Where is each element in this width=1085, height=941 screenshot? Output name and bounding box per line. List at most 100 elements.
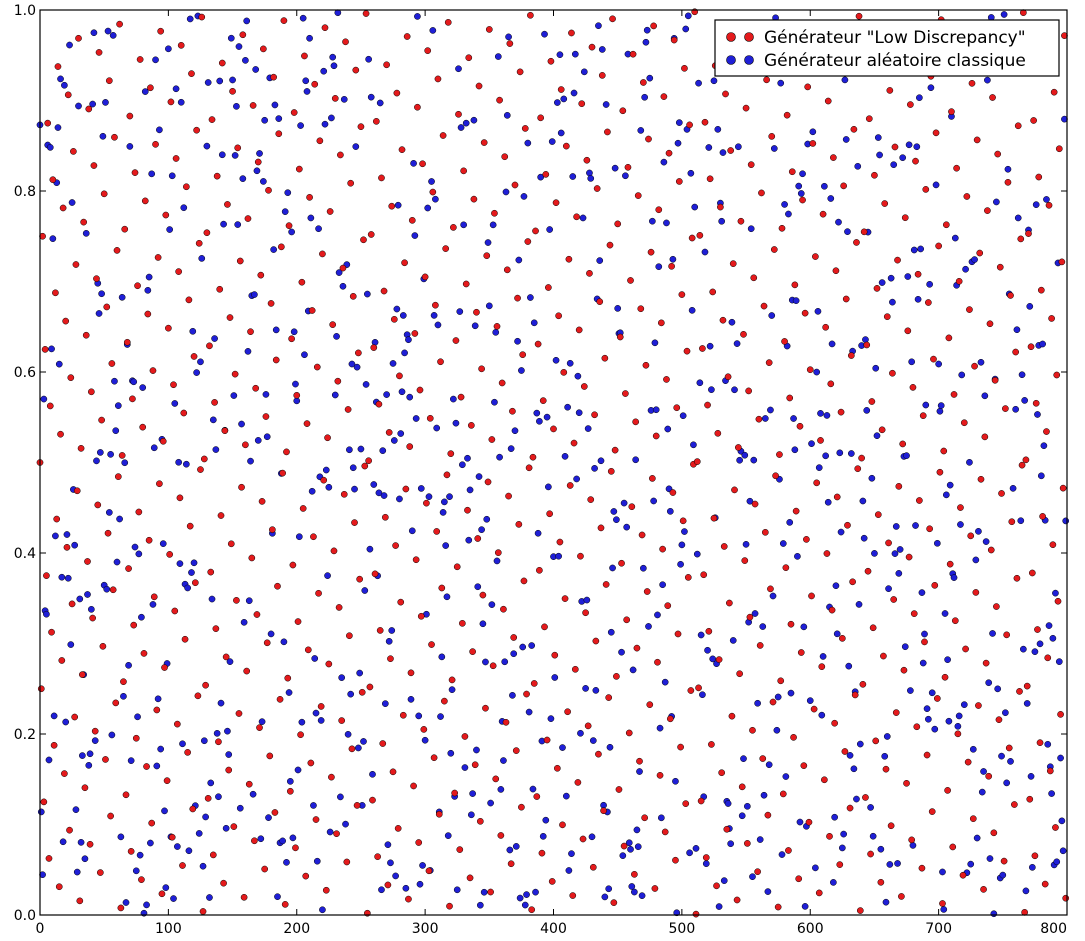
point-random: [927, 84, 935, 92]
point-random: [346, 446, 353, 454]
point-low-discrepancy: [122, 791, 130, 799]
point-low-discrepancy: [114, 473, 122, 480]
point-low-discrepancy: [417, 612, 425, 620]
point-random: [697, 631, 705, 639]
point-low-discrepancy: [360, 236, 367, 244]
point-random: [488, 601, 496, 608]
point-low-discrepancy: [629, 50, 637, 58]
point-random: [340, 96, 348, 103]
point-random: [940, 906, 948, 913]
point-random: [141, 88, 149, 95]
point-low-discrepancy: [532, 227, 539, 235]
point-low-discrepancy: [470, 195, 478, 203]
point-random: [324, 572, 331, 579]
point-random: [957, 521, 964, 528]
point-low-discrepancy: [951, 617, 959, 625]
point-random: [972, 556, 980, 564]
point-random: [605, 885, 613, 893]
point-random: [891, 550, 899, 557]
point-random: [541, 30, 548, 38]
point-low-discrepancy: [421, 273, 429, 281]
point-random: [1028, 864, 1036, 871]
point-low-discrepancy: [414, 103, 421, 111]
point-low-discrepancy: [252, 384, 260, 392]
point-low-discrepancy: [850, 125, 858, 133]
point-random: [102, 99, 109, 106]
point-random: [317, 717, 325, 724]
point-low-discrepancy: [131, 169, 139, 176]
point-random: [896, 546, 904, 553]
point-low-discrepancy: [162, 211, 170, 219]
point-low-discrepancy: [1035, 173, 1043, 181]
point-random: [688, 306, 696, 314]
point-random: [111, 377, 118, 385]
point-low-discrepancy: [836, 861, 844, 868]
point-low-discrepancy: [347, 179, 355, 187]
point-low-discrepancy: [429, 188, 437, 196]
point-random: [73, 868, 81, 876]
point-random: [446, 493, 453, 501]
point-low-discrepancy: [204, 794, 212, 802]
point-low-discrepancy: [161, 664, 168, 671]
point-low-discrepancy: [123, 338, 131, 346]
point-low-discrepancy: [257, 271, 265, 279]
point-low-discrepancy: [633, 644, 641, 652]
point-random: [257, 835, 265, 843]
point-low-discrepancy: [755, 415, 763, 423]
point-low-discrepancy: [515, 521, 523, 528]
point-random: [520, 193, 528, 200]
point-random: [442, 542, 450, 549]
point-random: [394, 201, 402, 209]
point-random: [759, 623, 767, 630]
point-low-discrepancy: [55, 883, 63, 891]
point-random: [180, 204, 188, 212]
point-low-discrepancy: [299, 505, 307, 512]
point-low-discrepancy: [434, 75, 442, 83]
point-low-discrepancy: [981, 433, 989, 441]
point-random: [882, 898, 890, 906]
point-low-discrepancy: [195, 239, 203, 247]
point-low-discrepancy: [127, 848, 135, 855]
point-random: [625, 839, 633, 847]
point-low-discrepancy: [618, 559, 625, 567]
point-random: [622, 172, 629, 180]
x-tick-label: 800: [1040, 921, 1067, 937]
point-low-discrepancy: [91, 727, 99, 735]
point-low-discrepancy: [389, 768, 397, 776]
point-low-discrepancy: [139, 423, 147, 431]
point-low-discrepancy: [145, 536, 153, 544]
point-random: [597, 457, 605, 465]
point-random: [1058, 817, 1066, 825]
point-random: [679, 412, 687, 420]
point-low-discrepancy: [243, 667, 251, 675]
point-low-discrepancy: [154, 254, 162, 261]
point-random: [333, 333, 340, 340]
point-low-discrepancy: [863, 341, 871, 349]
legend-marker-random-1: [726, 55, 736, 65]
point-random: [530, 319, 538, 327]
point-random: [645, 623, 652, 630]
point-low-discrepancy: [319, 250, 326, 258]
point-random: [153, 762, 161, 770]
point-random: [569, 173, 577, 180]
point-low-discrepancy: [148, 819, 156, 827]
point-random: [756, 836, 764, 843]
point-low-discrepancy: [647, 248, 655, 256]
point-low-discrepancy: [722, 90, 729, 98]
point-low-discrepancy: [402, 485, 410, 493]
point-random: [254, 437, 262, 444]
point-low-discrepancy: [795, 875, 803, 883]
point-random: [217, 699, 225, 707]
point-low-discrepancy: [455, 110, 462, 118]
point-low-discrepancy: [346, 632, 353, 640]
point-low-discrepancy: [717, 203, 724, 211]
point-low-discrepancy: [297, 731, 304, 739]
legend-label-low-discrepancy: Générateur "Low Discrepancy": [764, 28, 1026, 48]
point-random: [894, 860, 901, 867]
point-random: [592, 687, 600, 694]
point-low-discrepancy: [325, 660, 333, 668]
point-random: [239, 175, 247, 182]
point-random: [649, 217, 656, 225]
point-random: [297, 122, 304, 129]
point-low-discrepancy: [666, 715, 674, 723]
